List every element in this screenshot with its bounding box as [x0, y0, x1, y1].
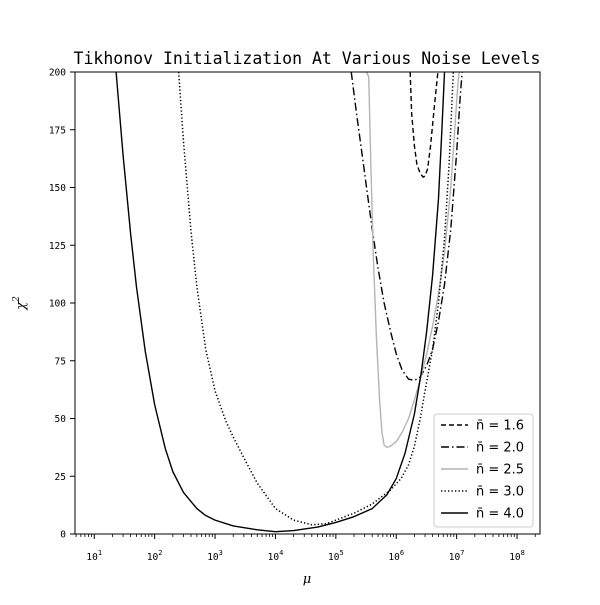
legend-box: [433, 413, 534, 528]
x-tick-label-exponent: 7: [460, 549, 464, 557]
x-tick-label-exponent: 6: [400, 549, 404, 557]
x-axis-ticks: 101 102 103 104 105 106 107 108: [75, 534, 536, 563]
y-tick-label: 25: [55, 472, 66, 483]
y-axis-label-base: χ: [14, 301, 29, 311]
y-tick-label: 125: [49, 241, 66, 252]
x-tick-label-exponent: 1: [98, 549, 102, 557]
y-tick-label: 200: [49, 68, 66, 79]
x-tick-label-base: 10: [388, 552, 400, 563]
x-tick-label: 108: [509, 549, 525, 563]
y-axis-ticks: 0 25 50 75 100 125 150 175 200: [49, 68, 75, 541]
x-tick-label-base: 10: [147, 552, 159, 563]
x-tick-label-exponent: 2: [158, 549, 162, 557]
x-tick-label-base: 10: [509, 552, 521, 563]
y-tick-label: 0: [60, 530, 66, 541]
plot-area: [115, 72, 463, 533]
legend-label-5: n̄ = 4.0: [476, 507, 524, 522]
legend-label-4: n̄ = 3.0: [476, 485, 524, 500]
series-line-4: [177, 72, 455, 526]
y-tick-label: 175: [49, 125, 66, 136]
chart-title: Tikhonov Initialization At Various Noise…: [74, 49, 541, 68]
x-tick-label: 101: [86, 549, 102, 563]
series-line-5: [115, 72, 446, 533]
x-axis-label: μ: [303, 572, 311, 587]
y-tick-label: 75: [55, 356, 66, 367]
x-tick-label-exponent: 4: [279, 549, 283, 557]
legend-label-1: n̄ = 1.6: [476, 419, 524, 434]
y-tick-label: 50: [55, 414, 67, 425]
x-tick-label: 107: [449, 549, 465, 563]
x-tick-label-base: 10: [449, 552, 461, 563]
x-tick-label: 103: [207, 549, 223, 563]
series-line-1: [409, 72, 439, 178]
x-tick-label-base: 10: [268, 552, 280, 563]
x-tick-label-base: 10: [86, 552, 98, 563]
x-tick-label: 104: [268, 549, 284, 563]
series-line-2: [350, 72, 463, 382]
legend-label-3: n̄ = 2.5: [476, 463, 524, 478]
y-axis-label-group: χ2: [12, 296, 29, 311]
y-axis-label: χ2: [12, 296, 29, 311]
x-tick-label-base: 10: [328, 552, 340, 563]
x-tick-label-exponent: 8: [521, 549, 525, 557]
x-tick-label: 105: [328, 549, 344, 563]
y-axis-label-superscript: 2: [12, 296, 22, 303]
x-tick-label-exponent: 3: [219, 549, 223, 557]
series-line-3: [365, 72, 460, 449]
x-tick-label-base: 10: [207, 552, 219, 563]
legend-label-2: n̄ = 2.0: [476, 441, 524, 456]
y-tick-label: 150: [49, 183, 66, 194]
x-tick-label: 106: [388, 549, 404, 563]
legend: n̄ = 1.6 n̄ = 2.0 n̄ = 2.5 n̄ = 3.0 n̄ = 4.0: [433, 413, 534, 528]
x-tick-label-exponent: 5: [339, 549, 343, 557]
y-tick-label: 100: [49, 299, 66, 310]
x-tick-label: 102: [147, 549, 163, 563]
